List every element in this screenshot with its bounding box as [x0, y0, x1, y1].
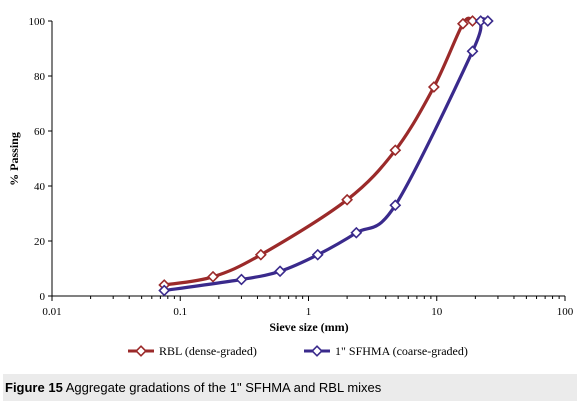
data-point-marker [341, 193, 354, 206]
data-point-marker [466, 45, 479, 58]
data-point-marker [427, 81, 440, 93]
x-tick-label: 1 [306, 306, 312, 318]
legend-item: 1" SFHMA (coarse-graded) [304, 344, 468, 358]
caption-label: Figure 15 [5, 380, 63, 395]
data-point-marker [456, 17, 469, 30]
legend-marker [135, 345, 147, 357]
y-tick-label: 80 [34, 71, 46, 83]
series-0 [158, 15, 479, 291]
legend-marker [311, 345, 323, 357]
series-line [163, 17, 489, 293]
x-tick-label: 0.01 [42, 306, 61, 318]
y-tick-label: 20 [34, 236, 46, 248]
data-point-marker [350, 226, 363, 239]
data-point-marker [207, 270, 219, 283]
series-line [163, 16, 474, 287]
data-point-marker [254, 248, 267, 261]
y-axis-ticks: 0 20 40 60 80 100 [29, 16, 52, 303]
data-point-marker [274, 265, 286, 278]
series-1 [158, 15, 494, 297]
data-point-marker [481, 15, 494, 27]
data-point-marker [389, 199, 402, 212]
caption-text: Aggregate gradations of the 1" SFHMA and… [62, 380, 382, 395]
legend-label: RBL (dense-graded) [159, 344, 257, 358]
legend: RBL (dense-graded) 1" SFHMA (coarse-grade… [128, 344, 468, 358]
x-axis-title: Sieve size (mm) [269, 320, 348, 334]
data-point-marker [466, 15, 479, 27]
figure-caption: Figure 15 Aggregate gradations of the 1"… [3, 374, 577, 401]
data-point-marker [235, 273, 248, 286]
y-tick-label: 60 [34, 126, 46, 138]
plot-area [51, 21, 565, 297]
y-axis-title: % Passing [7, 132, 21, 186]
data-point-marker [389, 144, 402, 157]
legend-item: RBL (dense-graded) [128, 344, 257, 358]
series-layer [158, 15, 494, 297]
y-tick-label: 0 [40, 291, 46, 303]
gradation-chart: 0 20 40 60 80 100 0.01 0.1 1 10 100 % Passing Sie… [7, 15, 574, 358]
data-point-marker [158, 284, 171, 297]
y-tick-label: 100 [29, 16, 46, 28]
x-axis-ticks: 0.01 0.1 1 10 100 [42, 296, 574, 318]
data-point-marker [311, 248, 324, 261]
x-tick-label: 100 [557, 306, 574, 318]
x-tick-label: 0.1 [173, 306, 187, 318]
legend-label: 1" SFHMA (coarse-graded) [335, 344, 468, 358]
x-tick-label: 10 [431, 306, 443, 318]
y-tick-label: 40 [34, 181, 46, 193]
